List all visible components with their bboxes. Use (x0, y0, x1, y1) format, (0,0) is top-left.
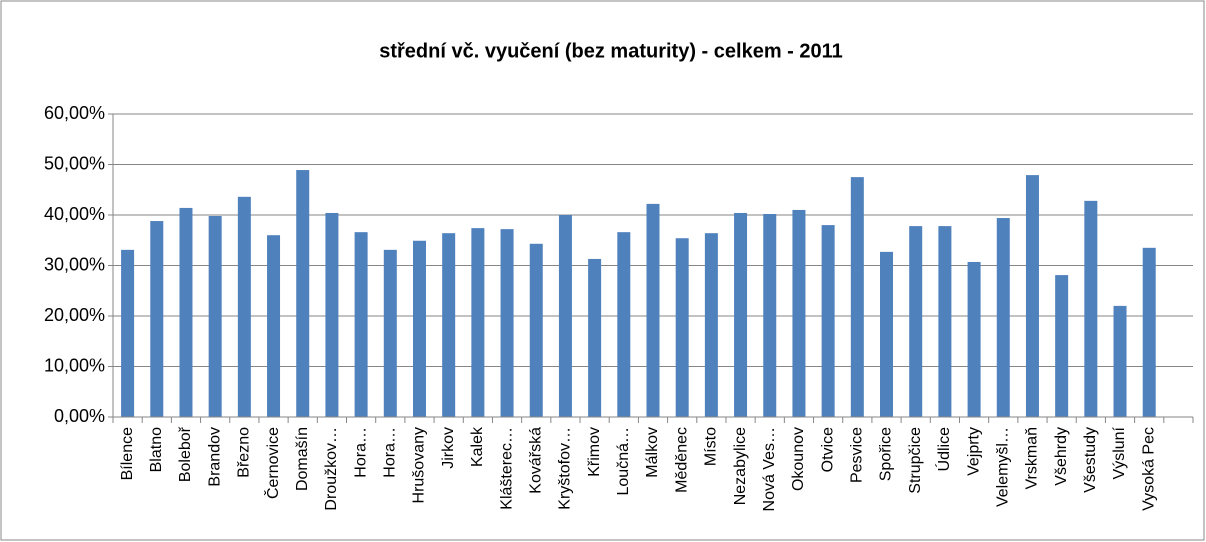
x-tick-label: Velemyšl… (994, 427, 1011, 507)
bar (237, 196, 251, 417)
bar (909, 226, 923, 417)
bar (267, 235, 281, 417)
x-tick-label: Hrušovany (411, 427, 428, 503)
y-tick-label: 30,00% (44, 254, 105, 274)
bar (558, 215, 572, 417)
bar (412, 240, 426, 417)
x-tick-label: Pesvice (849, 427, 866, 483)
x-tick-label: Boleboř (177, 426, 194, 482)
x-tick-label: Výsluní (1111, 426, 1128, 479)
bar (938, 226, 952, 417)
bar (442, 233, 456, 417)
y-tick-label: 10,00% (44, 355, 105, 375)
bar (383, 249, 397, 417)
x-tick-label: Černovice (263, 427, 282, 499)
x-tick-label: Jirkov (440, 427, 457, 469)
x-tick-label: Blatno (148, 427, 165, 472)
bar (646, 203, 660, 417)
x-tick-label: Hora… (352, 427, 369, 478)
bar (821, 225, 835, 417)
x-tick-label: Nová Ves… (761, 427, 778, 511)
bar (471, 228, 485, 417)
x-tick-label: Kovářská (527, 427, 544, 494)
y-tick-label: 20,00% (44, 305, 105, 325)
bar (1113, 305, 1127, 417)
x-tick-label: Všehrdy (1053, 427, 1070, 486)
bar (967, 261, 981, 417)
y-tick-label: 60,00% (44, 103, 105, 123)
x-tick-label: Otvice (819, 427, 836, 472)
x-tick-label: Nezabylice (732, 427, 749, 505)
bar (704, 233, 718, 417)
bar (850, 177, 864, 417)
bar (880, 251, 894, 417)
x-tick-label: Březno (236, 427, 253, 478)
x-tick-label: Spořice (878, 427, 895, 481)
bar (500, 229, 514, 417)
bar (208, 216, 222, 417)
chart-title: střední vč. vyučení (bez maturity) - cel… (379, 40, 843, 62)
x-tick-label: Vejprty (965, 427, 982, 476)
x-tick-label: Kryštofov… (557, 427, 574, 510)
x-tick-label: Křimov (586, 427, 603, 477)
bar (996, 218, 1010, 417)
x-tick-label: Domašín (294, 427, 311, 491)
bar (1055, 275, 1069, 417)
x-tick-label: Vrskmaň (1024, 427, 1041, 490)
bar (354, 232, 368, 417)
y-tick-label: 0,00% (54, 406, 105, 426)
bar (296, 170, 310, 417)
bar (179, 207, 193, 417)
x-tick-label: Vysoká Pec (1140, 427, 1157, 511)
x-tick-label: Všestudy (1082, 427, 1099, 493)
bar (675, 238, 689, 417)
x-tick-label: Brandov (206, 427, 223, 487)
bar (121, 249, 135, 417)
bar (588, 258, 602, 417)
bar (1084, 200, 1098, 417)
x-tick-label: Měděnec (673, 427, 690, 493)
x-tick-label: Strupčice (907, 427, 924, 494)
bar (763, 213, 777, 417)
y-tick-label: 40,00% (44, 204, 105, 224)
x-tick-label: Klášterec… (498, 427, 515, 510)
x-tick-label: Bílence (119, 427, 136, 480)
x-tick-label: Droužkov… (323, 427, 340, 511)
x-tick-label: Kalek (469, 426, 486, 467)
bar (1142, 247, 1156, 417)
bar (325, 212, 339, 417)
bar (529, 243, 543, 417)
x-tick-label: Údlice (934, 427, 953, 472)
bar (617, 232, 631, 417)
y-tick-label: 50,00% (44, 153, 105, 173)
bar (1025, 175, 1039, 417)
x-tick-label: Málkov (644, 427, 661, 478)
bar (792, 209, 806, 417)
x-tick-label: Loučná… (615, 427, 632, 496)
x-tick-label: Místo (703, 427, 720, 466)
x-tick-label: Okounov (790, 427, 807, 491)
x-tick-label: Hora… (382, 427, 399, 478)
bar (150, 221, 164, 417)
bar (734, 212, 748, 417)
